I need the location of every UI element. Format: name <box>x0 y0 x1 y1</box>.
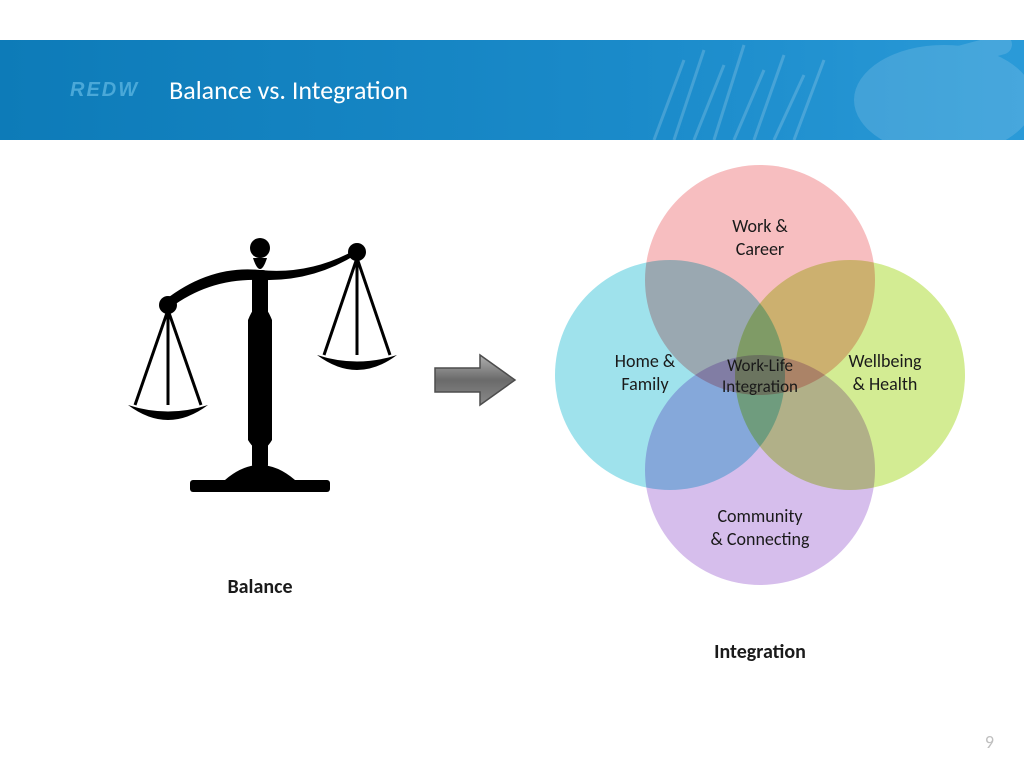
header-decoration <box>624 40 1024 140</box>
slide-title: Balance vs. Integration <box>169 74 408 106</box>
arrow-panel <box>430 350 520 415</box>
arrow-right-icon <box>430 350 520 410</box>
scale-icon <box>110 190 410 500</box>
venn-panel: Work &Career Home &Family Wellbeing& Hea… <box>540 150 980 650</box>
venn-label-top: Work &Career <box>690 215 830 260</box>
page-number: 9 <box>985 731 994 753</box>
venn-label-left: Home &Family <box>575 350 715 395</box>
venn-label-bottom: Community& Connecting <box>690 505 830 550</box>
slide-content: Balance Work &Career Home &Family Wellbe… <box>0 140 1024 700</box>
slide-header: REDW Balance vs. Integration <box>0 40 1024 140</box>
balance-caption: Balance <box>100 575 420 599</box>
venn-label-right: Wellbeing& Health <box>815 350 955 395</box>
integration-caption: Integration <box>540 640 980 664</box>
venn-label-center: Work-LifeIntegration <box>700 355 820 398</box>
brand-logo: REDW <box>70 79 139 102</box>
balance-panel: Balance <box>100 190 420 599</box>
